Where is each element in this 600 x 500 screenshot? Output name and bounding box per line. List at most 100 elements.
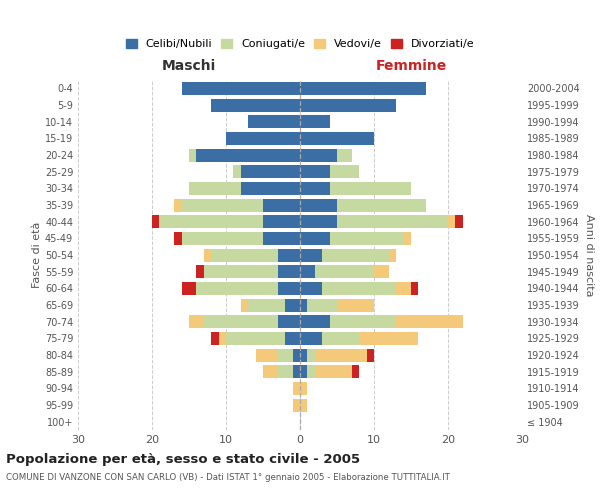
Bar [218,332,226,345]
Text: COMUNE DI VANZONE CON SAN CARLO (VB) - Dati ISTAT 1° gennaio 2005 - Elaborazione: COMUNE DI VANZONE CON SAN CARLO (VB) - D… [6,472,450,482]
Bar [241,165,300,178]
Bar [300,365,307,378]
Bar [300,115,329,128]
Bar [182,198,263,211]
Text: Popolazione per età, sesso e stato civile - 2005: Popolazione per età, sesso e stato civil… [6,452,360,466]
Bar [160,215,263,228]
Bar [263,365,278,378]
Bar [278,265,300,278]
Bar [204,315,278,328]
Bar [300,315,329,328]
Bar [300,98,396,112]
Bar [182,82,300,95]
Bar [455,215,463,228]
Bar [248,115,300,128]
Bar [315,348,367,362]
Bar [307,298,337,312]
Bar [241,182,300,195]
Bar [300,382,307,395]
Bar [278,348,293,362]
Bar [411,282,418,295]
Bar [152,215,160,228]
Bar [329,182,411,195]
Bar [211,248,278,262]
Bar [226,332,285,345]
Bar [300,265,315,278]
Bar [329,165,359,178]
Bar [448,215,455,228]
Bar [241,298,248,312]
Bar [337,298,374,312]
Bar [189,182,241,195]
Bar [404,232,411,245]
Bar [307,348,315,362]
Bar [263,232,300,245]
Bar [182,232,263,245]
Bar [322,282,396,295]
Bar [285,332,300,345]
Legend: Celibi/Nubili, Coniugati/e, Vedovi/e, Divorziati/e: Celibi/Nubili, Coniugati/e, Vedovi/e, Di… [124,36,476,52]
Bar [174,198,182,211]
Bar [315,265,374,278]
Bar [322,248,389,262]
Bar [352,365,359,378]
Bar [337,215,448,228]
Bar [300,148,337,162]
Bar [204,248,211,262]
Bar [204,265,278,278]
Bar [256,348,278,362]
Bar [367,348,374,362]
Text: Femmine: Femmine [376,59,446,73]
Bar [300,198,337,211]
Bar [196,282,278,295]
Y-axis label: Fasce di età: Fasce di età [32,222,42,288]
Bar [300,298,307,312]
Bar [396,315,463,328]
Bar [396,282,411,295]
Bar [263,198,300,211]
Bar [300,232,329,245]
Bar [315,365,352,378]
Bar [293,365,300,378]
Bar [374,265,389,278]
Bar [329,232,404,245]
Bar [322,332,359,345]
Bar [300,132,374,145]
Bar [293,348,300,362]
Bar [189,315,204,328]
Bar [329,315,396,328]
Bar [189,148,196,162]
Bar [300,215,337,228]
Text: Maschi: Maschi [162,59,216,73]
Bar [300,182,329,195]
Bar [300,348,307,362]
Bar [226,132,300,145]
Bar [300,332,322,345]
Bar [278,248,300,262]
Bar [233,165,241,178]
Bar [182,282,196,295]
Bar [300,248,322,262]
Bar [293,398,300,411]
Bar [285,298,300,312]
Bar [359,332,418,345]
Bar [389,248,396,262]
Bar [263,215,300,228]
Bar [211,332,218,345]
Bar [337,198,426,211]
Bar [293,382,300,395]
Bar [278,315,300,328]
Bar [307,365,315,378]
Bar [196,265,204,278]
Bar [278,365,293,378]
Bar [196,148,300,162]
Bar [300,398,307,411]
Y-axis label: Anni di nascita: Anni di nascita [584,214,593,296]
Bar [211,98,300,112]
Bar [300,82,426,95]
Bar [300,282,322,295]
Bar [300,165,329,178]
Bar [174,232,182,245]
Bar [248,298,285,312]
Bar [337,148,352,162]
